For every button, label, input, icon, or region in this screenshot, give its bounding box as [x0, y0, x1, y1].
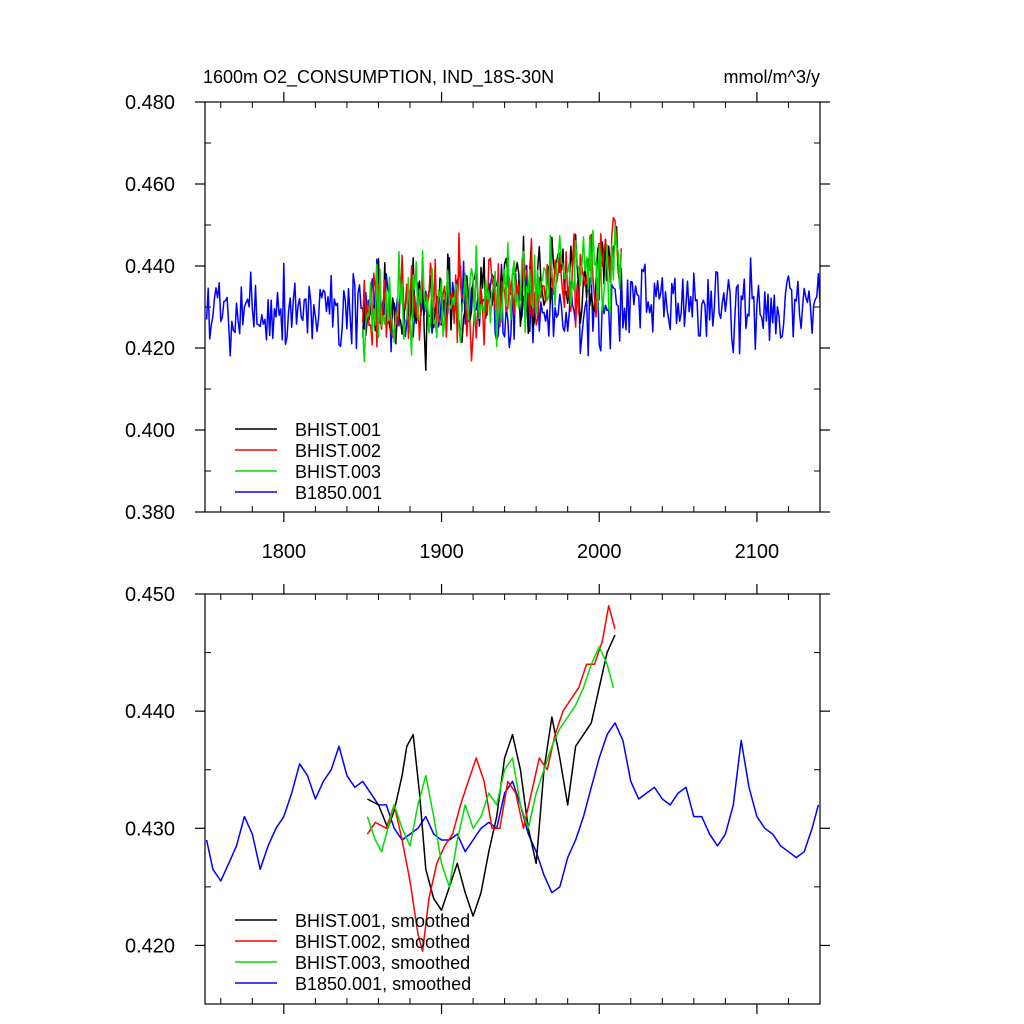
y-tick-label: 0.420 — [125, 935, 175, 957]
legend-label: BHIST.002 — [295, 441, 381, 461]
x-tick-label: 2100 — [735, 541, 780, 563]
x-tick-label: 1800 — [262, 541, 307, 563]
legend-label: BHIST.001, smoothed — [295, 911, 470, 931]
top-panel: 1600m O2_CONSUMPTION, IND_18S-30N mmol/m… — [125, 67, 830, 563]
tick-marks — [195, 92, 830, 522]
bottom-panel: 0.420 0.430 0.440 0.450 BHIST.001, smoothed… — [125, 584, 830, 1014]
series-lines — [205, 604, 820, 953]
x-tick-label: 1900 — [419, 541, 464, 563]
units-label: mmol/m^3/y — [724, 67, 820, 87]
y-tick-labels: 0.380 0.400 0.420 0.440 0.460 0.480 — [125, 92, 175, 524]
series-line-bhist-003 — [361, 224, 623, 363]
y-tick-label: 0.460 — [125, 174, 175, 196]
series-line-bhist-002-smoothed — [366, 604, 616, 953]
plot-frame — [204, 593, 821, 1005]
y-tick-label: 0.450 — [125, 584, 175, 606]
x-tick-label: 2000 — [577, 541, 622, 563]
chart-title: 1600m O2_CONSUMPTION, IND_18S-30N — [203, 67, 554, 88]
legend-label: BHIST.003 — [295, 462, 381, 482]
series-lines — [205, 216, 820, 371]
y-tick-label: 0.430 — [125, 818, 175, 840]
legend-label: BHIST.003, smoothed — [295, 953, 470, 973]
legend-label: B1850.001 — [295, 483, 382, 503]
y-tick-labels: 0.420 0.430 0.440 0.450 — [125, 584, 175, 957]
series-line-bhist-001-smoothed — [367, 634, 616, 917]
legend-label: BHIST.001 — [295, 420, 381, 440]
y-tick-label: 0.420 — [125, 338, 175, 360]
series-line-bhist-002 — [361, 216, 623, 362]
y-tick-label: 0.480 — [125, 92, 175, 114]
series-line-b1850-001-smoothed — [205, 722, 820, 894]
series-line-bhist-003-smoothed — [366, 645, 615, 888]
legend-label: B1850.001, smoothed — [295, 974, 471, 994]
x-tick-labels: 1800 1900 2000 2100 — [262, 541, 780, 563]
tick-marks — [195, 584, 830, 1014]
y-tick-label: 0.440 — [125, 256, 175, 278]
y-tick-label: 0.440 — [125, 701, 175, 723]
y-tick-label: 0.400 — [125, 420, 175, 442]
legend-label: BHIST.002, smoothed — [295, 932, 470, 952]
y-tick-label: 0.380 — [125, 502, 175, 524]
